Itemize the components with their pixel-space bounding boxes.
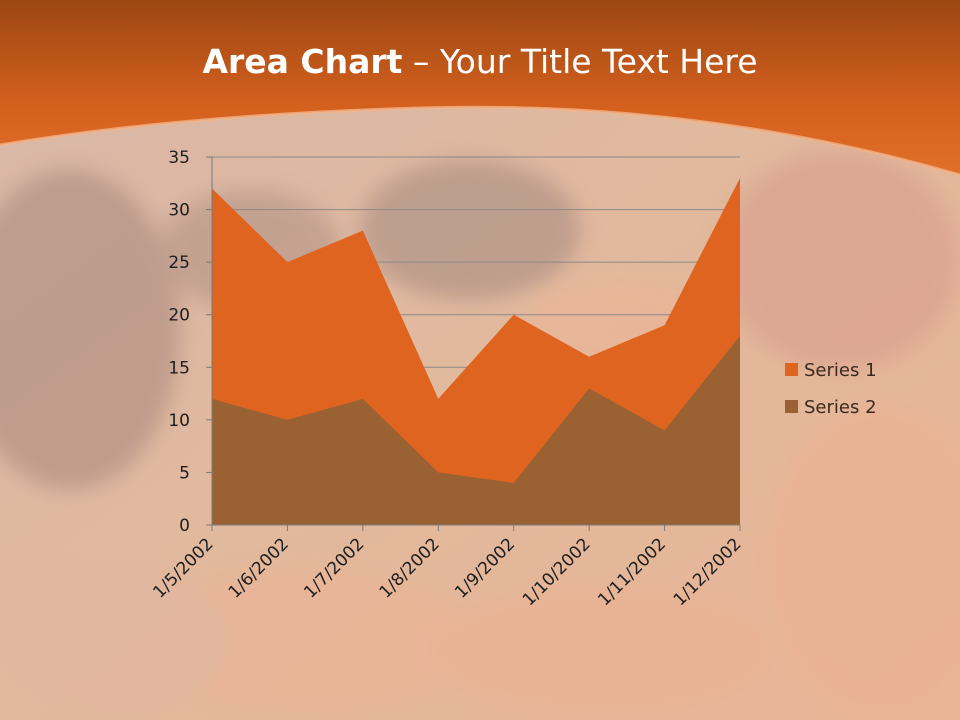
- legend-swatch-series-1: [785, 363, 798, 376]
- x-tick-label: 1/7/2002: [300, 534, 368, 602]
- x-tick-label: 1/10/2002: [519, 534, 595, 610]
- y-tick-label: 35: [168, 148, 190, 168]
- header-banner: [0, 0, 960, 177]
- y-tick-label: 30: [168, 201, 190, 221]
- y-tick-label: 0: [179, 516, 190, 536]
- x-tick-label: 1/9/2002: [451, 534, 519, 602]
- x-tick-label: 1/8/2002: [376, 534, 444, 602]
- slide-title: Area Chart – Your Title Text Here: [0, 40, 960, 84]
- legend-swatch-series-2: [785, 400, 798, 413]
- y-tick-label: 5: [179, 463, 190, 483]
- title-rest-part: – Your Title Text Here: [402, 42, 758, 81]
- area-series-2: [212, 335, 740, 525]
- y-tick-label: 10: [168, 411, 190, 431]
- x-tick-label: 1/11/2002: [594, 534, 670, 610]
- x-tick-label: 1/6/2002: [225, 534, 293, 602]
- y-tick-label: 25: [168, 253, 190, 273]
- title-bold-part: Area Chart: [202, 42, 403, 81]
- y-tick-label: 15: [168, 358, 190, 378]
- x-tick-label: 1/12/2002: [670, 534, 746, 610]
- y-tick-label: 20: [168, 306, 190, 326]
- legend-label-series-2: Series 2: [804, 397, 877, 418]
- legend-label-series-1: Series 1: [804, 360, 877, 381]
- x-tick-label: 1/5/2002: [149, 534, 217, 602]
